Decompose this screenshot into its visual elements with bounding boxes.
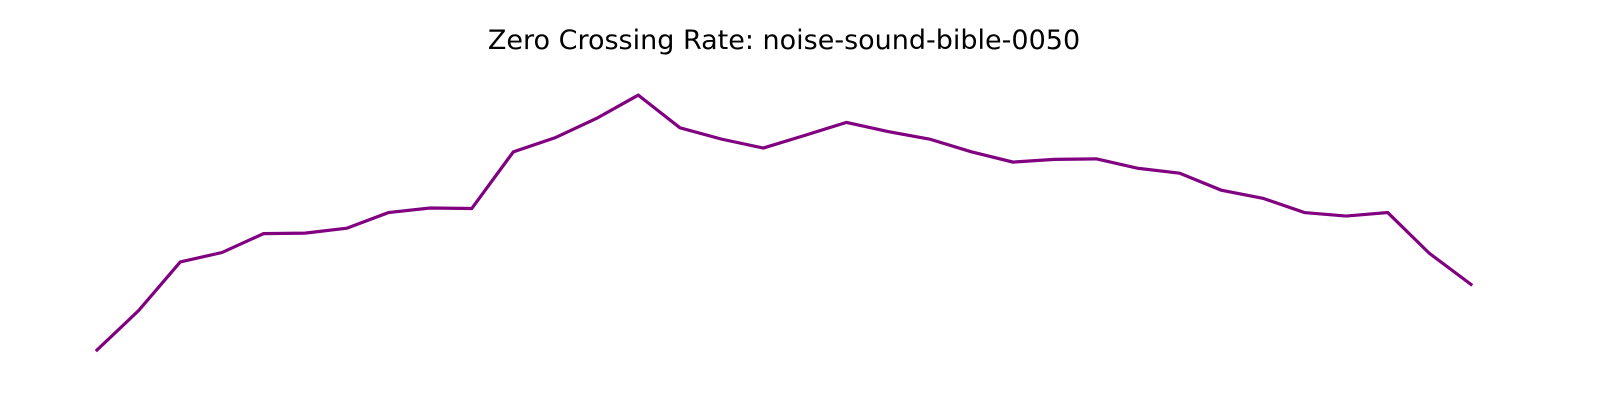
chart-title: Zero Crossing Rate: noise-sound-bible-00… bbox=[487, 25, 1081, 56]
zcr-series-line bbox=[94, 93, 1474, 353]
